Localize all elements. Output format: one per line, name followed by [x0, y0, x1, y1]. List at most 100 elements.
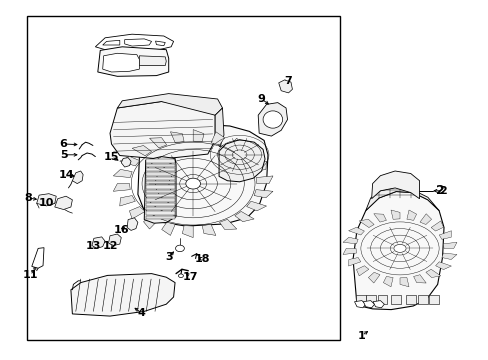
Polygon shape [254, 190, 272, 198]
Text: 16: 16 [113, 225, 129, 235]
Polygon shape [246, 201, 266, 211]
Polygon shape [182, 226, 193, 238]
Polygon shape [117, 94, 222, 115]
Polygon shape [373, 214, 386, 222]
Polygon shape [406, 210, 416, 220]
Polygon shape [145, 194, 175, 197]
Polygon shape [438, 231, 450, 239]
Ellipse shape [178, 274, 183, 278]
Polygon shape [95, 34, 173, 51]
Polygon shape [372, 301, 384, 308]
Polygon shape [352, 192, 443, 310]
Polygon shape [413, 275, 426, 283]
Text: 11: 11 [22, 270, 38, 280]
Ellipse shape [263, 111, 282, 128]
Polygon shape [138, 123, 267, 226]
Polygon shape [102, 53, 139, 72]
Polygon shape [417, 295, 427, 304]
Polygon shape [145, 181, 175, 184]
Text: 3: 3 [164, 252, 172, 262]
Polygon shape [365, 295, 375, 304]
Polygon shape [419, 214, 431, 225]
Polygon shape [355, 295, 365, 304]
Polygon shape [193, 130, 203, 141]
Polygon shape [110, 102, 215, 159]
Polygon shape [227, 138, 243, 152]
Text: 1: 1 [357, 330, 365, 341]
Polygon shape [256, 176, 272, 184]
Polygon shape [55, 196, 72, 210]
Polygon shape [145, 159, 175, 163]
Text: 14: 14 [58, 170, 74, 180]
Polygon shape [219, 140, 264, 182]
Text: 10: 10 [39, 198, 54, 208]
Polygon shape [145, 216, 175, 219]
Polygon shape [155, 41, 165, 46]
Polygon shape [443, 242, 456, 248]
Polygon shape [428, 295, 438, 304]
Polygon shape [258, 103, 287, 136]
Text: 6: 6 [60, 139, 67, 149]
Text: 12: 12 [102, 240, 118, 251]
Bar [27, 16, 339, 340]
Polygon shape [129, 207, 145, 219]
Polygon shape [127, 218, 138, 230]
Polygon shape [145, 207, 175, 210]
Polygon shape [37, 194, 56, 206]
Polygon shape [367, 272, 379, 283]
Text: 17: 17 [183, 272, 198, 282]
Text: 2: 2 [435, 184, 444, 197]
Polygon shape [72, 171, 83, 184]
Polygon shape [124, 39, 151, 46]
Polygon shape [430, 221, 443, 231]
Polygon shape [102, 40, 120, 45]
Polygon shape [145, 177, 175, 180]
Polygon shape [145, 203, 175, 206]
Polygon shape [383, 276, 392, 287]
Polygon shape [377, 295, 386, 304]
Polygon shape [234, 211, 254, 222]
Polygon shape [342, 237, 357, 244]
Polygon shape [202, 224, 215, 235]
Polygon shape [149, 138, 166, 148]
Polygon shape [278, 80, 292, 93]
Polygon shape [435, 262, 450, 270]
Text: 9: 9 [257, 94, 265, 104]
Ellipse shape [393, 244, 405, 252]
Polygon shape [162, 222, 175, 235]
Polygon shape [120, 156, 140, 166]
Polygon shape [250, 161, 266, 172]
Polygon shape [170, 132, 183, 143]
Polygon shape [441, 253, 456, 260]
Polygon shape [113, 184, 130, 191]
Polygon shape [215, 108, 224, 147]
Polygon shape [365, 187, 438, 211]
Polygon shape [399, 278, 408, 287]
Polygon shape [241, 148, 256, 161]
Text: 13: 13 [85, 240, 101, 251]
Polygon shape [145, 211, 175, 215]
Polygon shape [113, 170, 132, 177]
Polygon shape [92, 237, 105, 248]
Polygon shape [342, 248, 356, 255]
Polygon shape [348, 257, 360, 266]
Polygon shape [108, 234, 121, 246]
Polygon shape [354, 301, 365, 308]
Polygon shape [211, 132, 224, 145]
Polygon shape [32, 248, 44, 268]
Text: 2: 2 [438, 186, 446, 196]
Polygon shape [143, 216, 159, 229]
Polygon shape [145, 168, 175, 171]
Polygon shape [145, 190, 175, 193]
Text: 18: 18 [195, 254, 210, 264]
Ellipse shape [185, 178, 200, 189]
Polygon shape [356, 266, 368, 276]
Polygon shape [71, 274, 175, 316]
Polygon shape [390, 210, 399, 219]
Polygon shape [139, 56, 166, 66]
Text: 15: 15 [103, 152, 119, 162]
Polygon shape [219, 219, 236, 229]
Polygon shape [98, 47, 168, 76]
Polygon shape [425, 269, 440, 278]
Text: 8: 8 [24, 193, 32, 203]
